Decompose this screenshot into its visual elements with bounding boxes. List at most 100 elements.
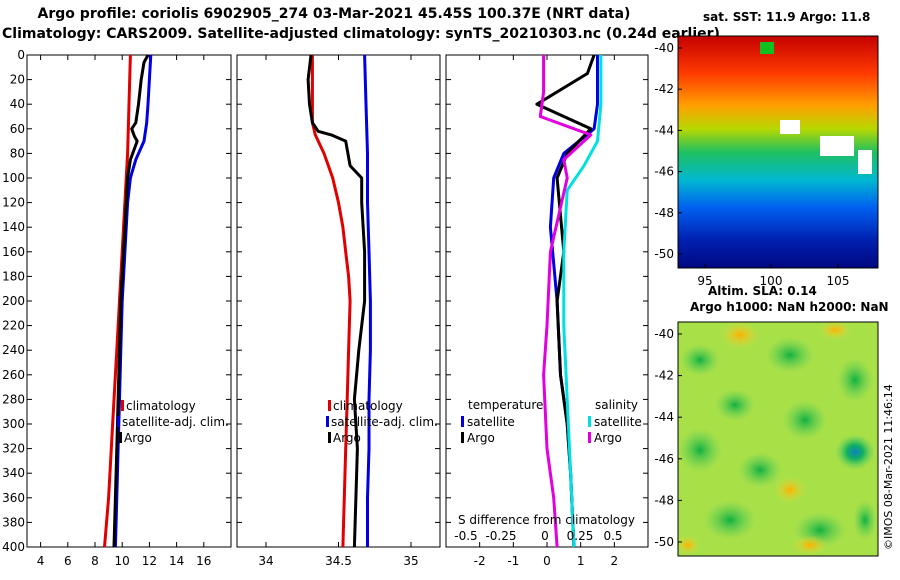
lat-tick-label: -50: [654, 247, 674, 261]
x-tick-label: 16: [196, 554, 211, 568]
legend-satellite-adj: satellite-adj. clim.: [331, 415, 438, 429]
series-line-satellite-adj-clim-: [363, 54, 372, 547]
x-tick-label: -2: [474, 554, 486, 568]
x-tick-label: 4: [37, 554, 45, 568]
temperature-panel: 4 6 8 10 12 14 1602040608010012014016018020022…: [2, 48, 232, 568]
sla-eddy: [835, 434, 875, 470]
legend-temp-argo: Argo: [467, 431, 495, 445]
y-tick-label: 360: [2, 491, 25, 505]
lat-tick-label: -42: [654, 82, 674, 96]
legend-satellite-adj: satellite-adj. clim.: [122, 415, 229, 429]
sla-eddy: [783, 400, 827, 440]
legend-temperature-title: temperature: [468, 398, 543, 412]
y-tick-label: 80: [10, 146, 25, 160]
x-tick-label: 34.5: [325, 554, 352, 568]
difference-panel: -2 -1 0 1 2: [445, 54, 649, 568]
y-tick-label: 140: [2, 220, 25, 234]
lat-tick-label: -44: [654, 410, 674, 424]
lat-tick-label: -48: [654, 206, 674, 220]
y-tick-label: 220: [2, 319, 25, 333]
difference-legend: temperature satellite Argo salinity sate…: [458, 398, 642, 527]
x-tick-label: 35: [403, 554, 418, 568]
s-tick-label: 0.25: [567, 529, 594, 543]
x-tick-label: 8: [91, 554, 99, 568]
argo-location-marker: [760, 42, 774, 54]
salinity-legend: climatology satellite-adj. clim. Argo: [326, 399, 438, 445]
sla-high: [774, 476, 806, 504]
sla-high: [720, 321, 760, 349]
y-tick-label: 260: [2, 368, 25, 382]
lon-tick-label: 105: [827, 274, 850, 288]
x-tick-label: 14: [169, 554, 184, 568]
sla-eddy: [837, 358, 873, 402]
legend-sal-argo: Argo: [594, 431, 622, 445]
x-tick-label: 1: [577, 554, 585, 568]
lon-tick-label: 95: [697, 274, 712, 288]
legend-swatch-climatology: [121, 400, 124, 411]
lat-tick-label: -46: [654, 452, 674, 466]
series-line-salinity-satellite: [562, 55, 603, 548]
sla-frame: [677, 321, 879, 557]
sst-map: [677, 35, 879, 269]
sst-axis-ticks: -40 -42 -44 -46 -48 -50 95 100 105: [654, 41, 849, 288]
plot-frame: [236, 54, 441, 548]
y-tick-label: 200: [2, 294, 25, 308]
y-tick-label: 0: [17, 48, 25, 62]
lon-tick-label: 100: [760, 274, 783, 288]
y-tick-label: 40: [10, 97, 25, 111]
x-tick-label: 34: [258, 554, 273, 568]
sla-high: [819, 320, 851, 340]
x-tick-label: 2: [611, 554, 619, 568]
legend-sal-satellite: satellite: [594, 415, 642, 429]
y-tick-label: 120: [2, 196, 25, 210]
x-tick-label: 12: [142, 554, 157, 568]
y-tick-label: 340: [2, 466, 25, 480]
y-tick-label: 400: [2, 540, 25, 554]
sla-axis-ticks: -40 -42 -44 -46 -48 -50: [654, 327, 682, 549]
title-line-1: Argo profile: coriolis 6902905_274 03-Ma…: [37, 6, 631, 22]
series-line-climatology: [310, 55, 352, 548]
legend-swatch-argo: [119, 432, 122, 443]
sla-eddy: [680, 344, 720, 376]
x-tick-label: 0: [543, 554, 551, 568]
y-tick-label: 380: [2, 515, 25, 529]
x-tick-label: 6: [64, 554, 72, 568]
sla-eddy: [704, 500, 756, 540]
sla-eddy: [853, 500, 877, 540]
legend-swatch-satellite-adj: [326, 416, 329, 427]
legend-swatch-temp-satellite: [461, 416, 464, 427]
s-difference-ticks: -0.5 -0.25 0 0.25 0.5: [454, 529, 622, 543]
lat-tick-label: -40: [654, 327, 674, 341]
lat-tick-label: -42: [654, 369, 674, 383]
y-tick-label: 320: [2, 442, 25, 456]
sst-cloud-gap: [858, 150, 872, 174]
legend-argo: Argo: [333, 431, 361, 445]
sla-eddy: [678, 428, 722, 472]
y-tick-label: 180: [2, 269, 25, 283]
sst-cloud-gap: [820, 136, 854, 156]
sla-eddy: [766, 337, 814, 373]
legend-climatology: climatology: [126, 399, 196, 413]
y-tick-label: 160: [2, 245, 25, 259]
legend-swatch-sal-argo: [588, 432, 591, 443]
salinity-panel: 34 34.5 35: [236, 54, 441, 568]
legend-salinity-title: salinity: [595, 398, 638, 412]
legend-swatch-climatology: [328, 400, 331, 411]
sst-cloud-gap: [780, 120, 800, 134]
sla-title-line-2: Argo h1000: NaN h2000: NaN: [690, 300, 889, 314]
y-tick-label: 100: [2, 171, 25, 185]
sla-eddy: [738, 452, 782, 488]
temperature-legend: climatology satellite-adj. clim. Argo: [117, 399, 229, 445]
title-line-2: Climatology: CARS2009. Satellite-adjuste…: [2, 26, 720, 42]
sst-map-title: sat. SST: 11.9 Argo: 11.8: [703, 10, 871, 24]
series-line-argo: [306, 54, 367, 548]
lat-tick-label: -48: [654, 493, 674, 507]
series-line-argo: [112, 54, 150, 548]
s-tick-label: 0: [541, 529, 549, 543]
s-difference-label: S difference from climatology: [458, 513, 635, 527]
lat-tick-label: -46: [654, 165, 674, 179]
y-tick-label: 240: [2, 343, 25, 357]
x-tick-label: 10: [115, 554, 130, 568]
legend-swatch-satellite-adj: [117, 416, 120, 427]
